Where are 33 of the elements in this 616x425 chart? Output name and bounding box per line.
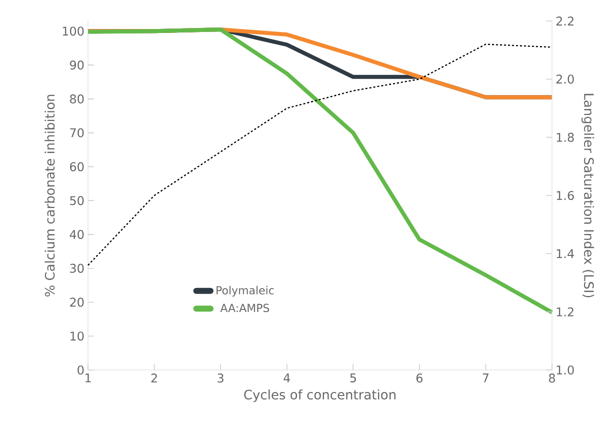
y2-tick-label: 2.0 (556, 74, 574, 84)
x-tick-label: 4 (284, 374, 290, 382)
y2-tick-label: 1.6 (556, 190, 574, 200)
y-tick-label: 90 (70, 60, 84, 70)
x-tick-label: 7 (482, 374, 488, 382)
y-tick-label: 40 (70, 230, 84, 239)
x-tick-label: 5 (350, 374, 356, 382)
y2-axis-title: Langelier Saturation Index (LSI) (581, 94, 594, 298)
legend-label: AA:AMPS (220, 304, 270, 312)
y2-tick-label: 1.2 (556, 307, 574, 316)
line-series (87, 44, 553, 266)
x-tick-label: 2 (151, 374, 157, 382)
y-tick-label: 20 (70, 298, 84, 307)
y-tick-label: 100 (62, 26, 84, 36)
y-tick-label: 60 (70, 162, 84, 172)
x-tick-label: 6 (416, 374, 422, 383)
y2-tick-label: 2.2 (556, 16, 574, 26)
y-tick-label: 10 (70, 332, 84, 341)
y-tick-label: 50 (70, 196, 84, 206)
x-axis-title: Cycles of concentration (244, 389, 396, 402)
y-tick-label: 80 (70, 94, 84, 104)
y2-tick-label: 1.0 (556, 365, 574, 375)
legend-label: Polymaleic (216, 286, 274, 297)
y2-tick-label: 1.8 (556, 132, 574, 142)
y-tick-label: 70 (70, 128, 84, 138)
y-tick-label: 0 (78, 365, 84, 375)
x-tick-label: 1 (86, 374, 91, 382)
y2-tick-label: 1.4 (556, 249, 574, 258)
x-tick-label: 8 (548, 374, 555, 383)
y-tick-label: 30 (70, 264, 84, 273)
line-series (86, 27, 554, 314)
x-tick-label: 3 (218, 374, 224, 383)
y-axis-title: % Calcium carbonate inhibition (44, 94, 55, 297)
